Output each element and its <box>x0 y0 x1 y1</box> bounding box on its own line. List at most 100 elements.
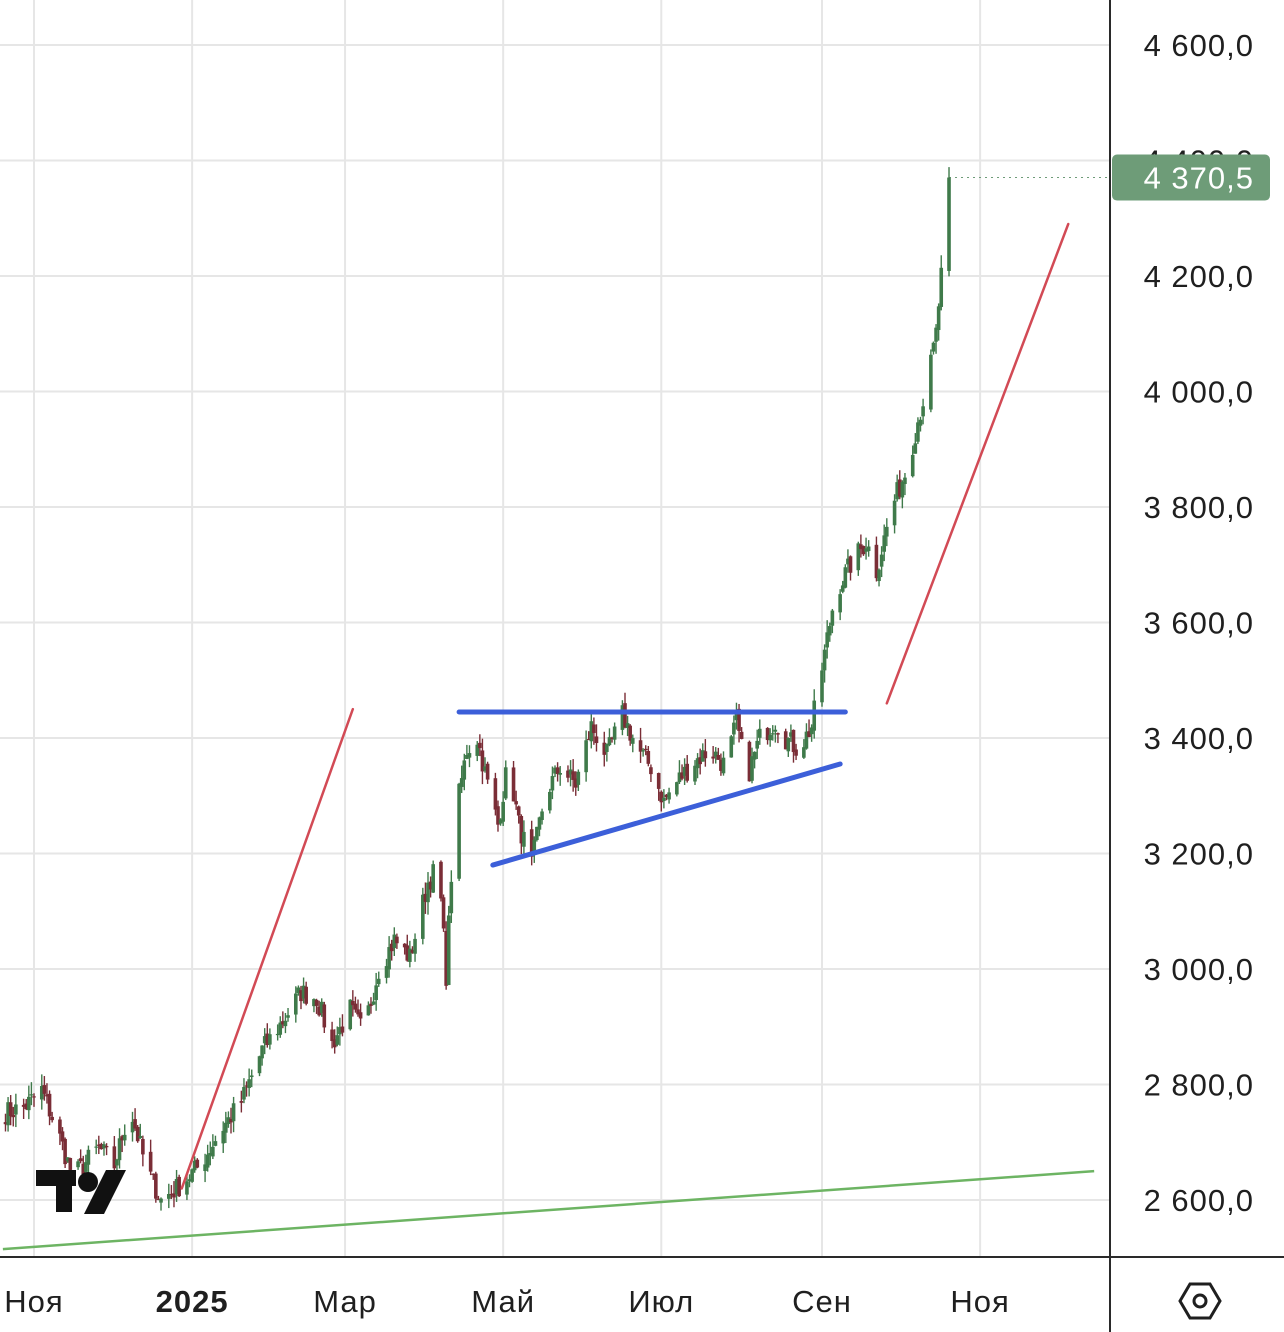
candle <box>371 992 376 1006</box>
candle <box>913 433 918 454</box>
y-tick-label-2: 4 200,0 <box>1144 259 1254 294</box>
candle <box>265 1023 270 1048</box>
candle <box>493 772 498 816</box>
candle-body <box>566 770 570 778</box>
candle-body <box>317 1006 321 1016</box>
candle-body <box>60 1131 65 1142</box>
x-axis: Ноя 2025 Мар Май Июл Сен Ноя <box>4 1284 1009 1319</box>
candle-body <box>656 773 661 789</box>
candle-body <box>519 815 524 844</box>
y-tick-label-9: 2 800,0 <box>1144 1068 1254 1103</box>
candle <box>203 1153 207 1183</box>
candle <box>540 808 544 825</box>
candle-body <box>682 766 687 776</box>
candle-body <box>371 1001 376 1005</box>
candle <box>602 731 607 767</box>
candle <box>260 1045 264 1066</box>
hexagon-settings-icon[interactable] <box>1178 1282 1222 1320</box>
candle-body <box>802 747 806 758</box>
candle-body <box>939 267 944 307</box>
candle <box>558 766 562 786</box>
candle-body <box>278 1022 283 1035</box>
candle <box>682 758 687 786</box>
candle <box>229 1107 233 1134</box>
candle <box>820 662 824 707</box>
candle <box>848 555 853 581</box>
candle-body <box>296 987 301 994</box>
candle-body <box>58 1119 62 1134</box>
candle <box>405 934 410 962</box>
candle-body <box>29 1094 34 1096</box>
candle <box>249 1069 254 1088</box>
candle <box>366 1001 371 1016</box>
candle-body <box>913 443 918 454</box>
candle-body <box>589 721 594 742</box>
candle <box>8 1095 13 1126</box>
candle-body <box>335 1035 340 1045</box>
candle-body <box>122 1134 127 1141</box>
support-line <box>490 761 843 868</box>
candle-body <box>351 1001 355 1006</box>
candle-body <box>408 948 412 962</box>
candle <box>700 743 705 762</box>
candle <box>322 1001 327 1033</box>
candle <box>340 1014 345 1037</box>
candle <box>713 747 718 764</box>
candle-body <box>39 1086 44 1100</box>
chart-settings-button[interactable] <box>1178 1282 1222 1320</box>
candle <box>351 990 355 1017</box>
candle <box>353 996 358 1013</box>
candle <box>846 549 850 573</box>
candle-body <box>457 783 461 879</box>
candle-body <box>584 740 588 773</box>
candle-body <box>384 966 389 978</box>
candle-body <box>558 773 562 775</box>
candle <box>685 755 690 783</box>
candle-body <box>757 728 762 738</box>
candle-body <box>929 354 933 410</box>
candle <box>576 769 581 792</box>
candle <box>807 719 811 738</box>
candle-body <box>625 723 630 729</box>
candle <box>716 747 721 760</box>
candle <box>664 793 669 801</box>
candle <box>739 727 744 740</box>
candle <box>646 746 651 767</box>
candle-body <box>737 708 741 731</box>
candle-body <box>459 778 464 787</box>
candle <box>537 816 542 837</box>
candle <box>786 737 791 757</box>
candle <box>335 1026 340 1047</box>
candle-body <box>84 1162 88 1172</box>
candle-body <box>713 751 718 757</box>
candle <box>332 1029 337 1054</box>
candle-body <box>879 554 884 567</box>
candle-body <box>21 1104 26 1107</box>
candle-body <box>789 732 793 737</box>
candle-body <box>247 1079 251 1089</box>
candle-body <box>822 649 827 671</box>
candle-body <box>229 1118 233 1123</box>
candle-body <box>804 731 809 749</box>
candle <box>698 748 702 775</box>
candle-body <box>573 778 578 788</box>
candle-body <box>532 839 537 855</box>
candle-body <box>304 986 308 1004</box>
candle <box>299 985 303 1010</box>
candle <box>501 791 505 826</box>
candle-body <box>294 993 298 1015</box>
candle-body <box>369 1003 373 1006</box>
candle <box>620 700 625 736</box>
candle <box>369 997 373 1014</box>
candle-body <box>395 936 399 944</box>
candle-body <box>848 556 853 573</box>
candle <box>133 1108 137 1131</box>
candle-body <box>444 930 448 986</box>
candle-body <box>226 1117 231 1125</box>
candle-body <box>711 756 715 759</box>
candle <box>78 1149 83 1164</box>
candle <box>882 524 887 562</box>
candle <box>522 820 526 856</box>
